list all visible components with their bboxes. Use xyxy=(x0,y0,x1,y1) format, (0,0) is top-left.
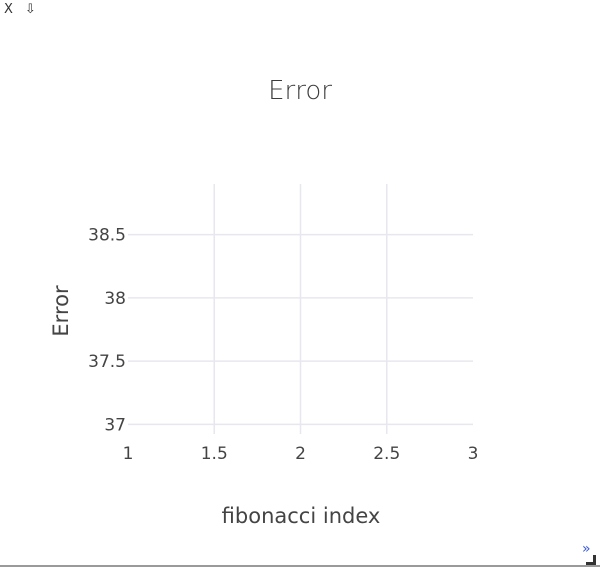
x-tick-label: 2.5 xyxy=(373,444,400,464)
plot-toolbar: X ⇩ xyxy=(4,1,36,19)
tick-labels: 1 1.5 2 2.5 3 37 37.5 38 38.5 xyxy=(88,226,478,464)
x-tick-label: 1 xyxy=(123,444,134,464)
grid-layer xyxy=(128,184,473,434)
close-button[interactable]: X xyxy=(4,2,13,17)
y-tick-label: 37 xyxy=(104,415,126,435)
download-icon[interactable]: ⇩ xyxy=(24,2,36,17)
bottom-divider xyxy=(0,565,600,567)
x-axis-title: fibonacci index xyxy=(222,504,381,528)
y-tick-label: 38 xyxy=(104,289,126,309)
y-axis-title: Error xyxy=(49,285,73,337)
chart-title: Error xyxy=(268,76,332,106)
expand-chevron-icon: » xyxy=(582,541,591,557)
y-tick-label: 38.5 xyxy=(88,226,126,246)
x-tick-label: 1.5 xyxy=(201,444,228,464)
x-tick-label: 2 xyxy=(295,444,306,464)
x-tick-label: 3 xyxy=(468,444,479,464)
resize-corner-icon xyxy=(586,555,596,565)
expand-icon[interactable]: » xyxy=(582,541,596,565)
y-tick-label: 37.5 xyxy=(88,352,126,372)
